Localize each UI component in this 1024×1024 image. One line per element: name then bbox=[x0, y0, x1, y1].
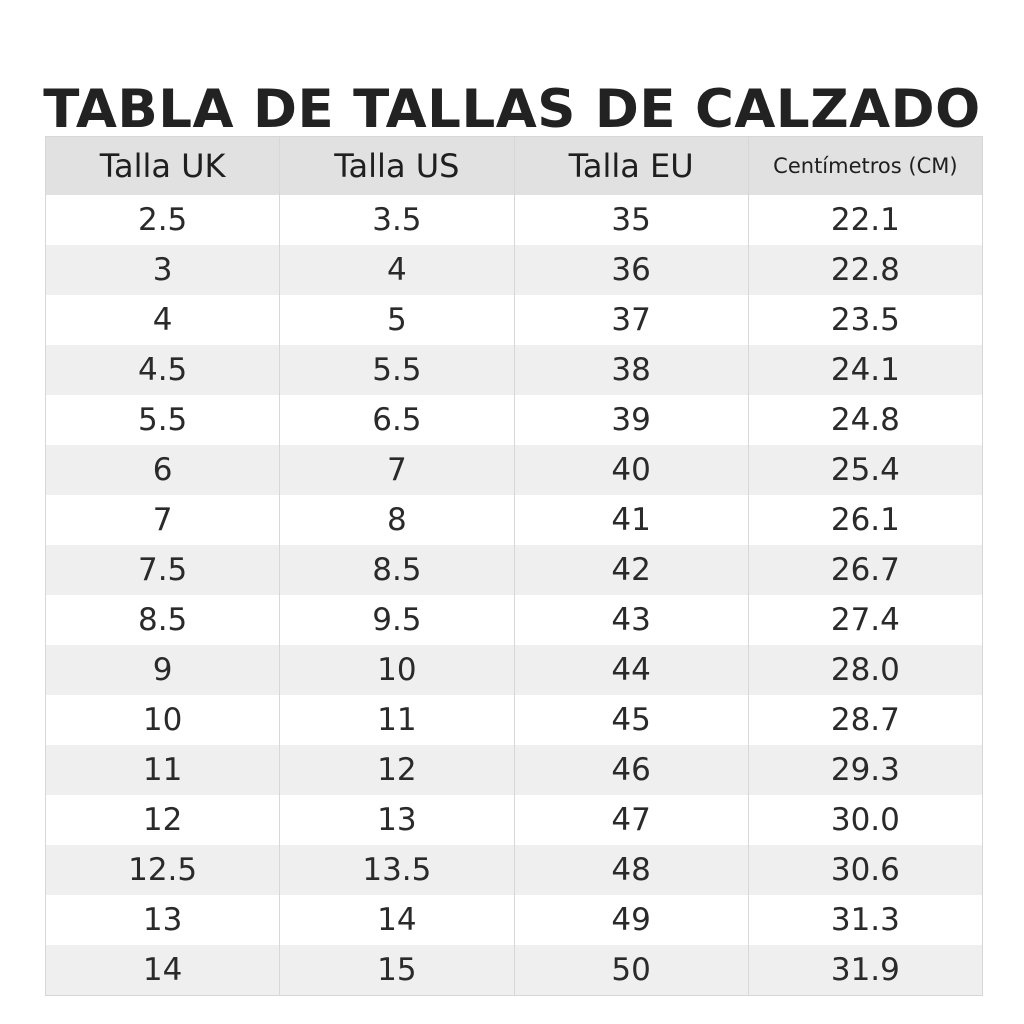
table-row: 10 11 45 28.7 bbox=[44, 695, 984, 745]
size-table: Talla UK Talla US Talla EU Centímetros (… bbox=[44, 136, 984, 996]
cell-cm: 29.3 bbox=[747, 745, 984, 795]
cell-cm: 31.3 bbox=[747, 895, 984, 945]
cell-eu: 37 bbox=[513, 295, 749, 345]
cell-uk: 2.5 bbox=[44, 195, 281, 245]
table-body: 2.5 3.5 35 22.1 3 4 36 22.8 4 5 37 23.5 4.5 5.5 38 24.1… bbox=[44, 195, 984, 996]
header-row: Talla UK Talla US Talla EU Centímetros (… bbox=[44, 136, 984, 195]
cell-eu: 49 bbox=[513, 895, 749, 945]
table-row: 2.5 3.5 35 22.1 bbox=[44, 195, 984, 245]
table-row: 5.5 6.5 39 24.8 bbox=[44, 395, 984, 445]
cell-us: 12 bbox=[279, 745, 515, 795]
cell-cm: 26.7 bbox=[747, 545, 984, 595]
cell-uk: 11 bbox=[44, 745, 281, 795]
table-row: 4 5 37 23.5 bbox=[44, 295, 984, 345]
cell-uk: 5.5 bbox=[44, 395, 281, 445]
table-row: 6 7 40 25.4 bbox=[44, 445, 984, 495]
table-row: 11 12 46 29.3 bbox=[44, 745, 984, 795]
cell-eu: 40 bbox=[513, 445, 749, 495]
table-row: 12 13 47 30.0 bbox=[44, 795, 984, 845]
page-title: TABLA DE TALLAS DE CALZADO bbox=[43, 78, 981, 140]
cell-eu: 38 bbox=[513, 345, 749, 395]
cell-us: 10 bbox=[279, 645, 515, 695]
cell-us: 6.5 bbox=[279, 395, 515, 445]
cell-us: 7 bbox=[279, 445, 515, 495]
column-header-uk: Talla UK bbox=[44, 136, 281, 195]
cell-cm: 31.9 bbox=[747, 945, 984, 996]
cell-eu: 43 bbox=[513, 595, 749, 645]
cell-cm: 23.5 bbox=[747, 295, 984, 345]
cell-cm: 30.0 bbox=[747, 795, 984, 845]
cell-us: 13 bbox=[279, 795, 515, 845]
cell-eu: 39 bbox=[513, 395, 749, 445]
cell-uk: 9 bbox=[44, 645, 281, 695]
cell-us: 14 bbox=[279, 895, 515, 945]
cell-eu: 41 bbox=[513, 495, 749, 545]
table-row: 3 4 36 22.8 bbox=[44, 245, 984, 295]
cell-cm: 25.4 bbox=[747, 445, 984, 495]
cell-uk: 3 bbox=[44, 245, 281, 295]
cell-cm: 22.8 bbox=[747, 245, 984, 295]
cell-eu: 44 bbox=[513, 645, 749, 695]
cell-cm: 30.6 bbox=[747, 845, 984, 895]
cell-us: 3.5 bbox=[279, 195, 515, 245]
column-header-eu: Talla EU bbox=[513, 136, 749, 195]
cell-cm: 26.1 bbox=[747, 495, 984, 545]
cell-uk: 14 bbox=[44, 945, 281, 996]
cell-us: 8 bbox=[279, 495, 515, 545]
cell-uk: 4.5 bbox=[44, 345, 281, 395]
cell-uk: 12.5 bbox=[44, 845, 281, 895]
table-row: 14 15 50 31.9 bbox=[44, 945, 984, 996]
column-header-us: Talla US bbox=[279, 136, 515, 195]
cell-cm: 22.1 bbox=[747, 195, 984, 245]
cell-uk: 7.5 bbox=[44, 545, 281, 595]
cell-eu: 46 bbox=[513, 745, 749, 795]
cell-cm: 28.7 bbox=[747, 695, 984, 745]
cell-us: 11 bbox=[279, 695, 515, 745]
table-header: Talla UK Talla US Talla EU Centímetros (… bbox=[44, 136, 984, 195]
cell-cm: 28.0 bbox=[747, 645, 984, 695]
cell-cm: 24.1 bbox=[747, 345, 984, 395]
cell-us: 13.5 bbox=[279, 845, 515, 895]
table-row: 12.5 13.5 48 30.6 bbox=[44, 845, 984, 895]
cell-us: 5.5 bbox=[279, 345, 515, 395]
cell-us: 8.5 bbox=[279, 545, 515, 595]
cell-eu: 48 bbox=[513, 845, 749, 895]
cell-cm: 24.8 bbox=[747, 395, 984, 445]
table-row: 4.5 5.5 38 24.1 bbox=[44, 345, 984, 395]
cell-us: 5 bbox=[279, 295, 515, 345]
cell-uk: 12 bbox=[44, 795, 281, 845]
column-header-cm: Centímetros (CM) bbox=[747, 136, 984, 195]
cell-uk: 6 bbox=[44, 445, 281, 495]
cell-us: 15 bbox=[279, 945, 515, 996]
cell-uk: 10 bbox=[44, 695, 281, 745]
cell-eu: 50 bbox=[513, 945, 749, 996]
cell-uk: 8.5 bbox=[44, 595, 281, 645]
cell-eu: 45 bbox=[513, 695, 749, 745]
table-row: 7.5 8.5 42 26.7 bbox=[44, 545, 984, 595]
cell-eu: 47 bbox=[513, 795, 749, 845]
cell-eu: 35 bbox=[513, 195, 749, 245]
cell-us: 4 bbox=[279, 245, 515, 295]
table-row: 9 10 44 28.0 bbox=[44, 645, 984, 695]
cell-eu: 42 bbox=[513, 545, 749, 595]
table-row: 8.5 9.5 43 27.4 bbox=[44, 595, 984, 645]
table-row: 7 8 41 26.1 bbox=[44, 495, 984, 545]
cell-uk: 4 bbox=[44, 295, 281, 345]
cell-uk: 7 bbox=[44, 495, 281, 545]
table-row: 13 14 49 31.3 bbox=[44, 895, 984, 945]
cell-us: 9.5 bbox=[279, 595, 515, 645]
cell-eu: 36 bbox=[513, 245, 749, 295]
cell-uk: 13 bbox=[44, 895, 281, 945]
cell-cm: 27.4 bbox=[747, 595, 984, 645]
